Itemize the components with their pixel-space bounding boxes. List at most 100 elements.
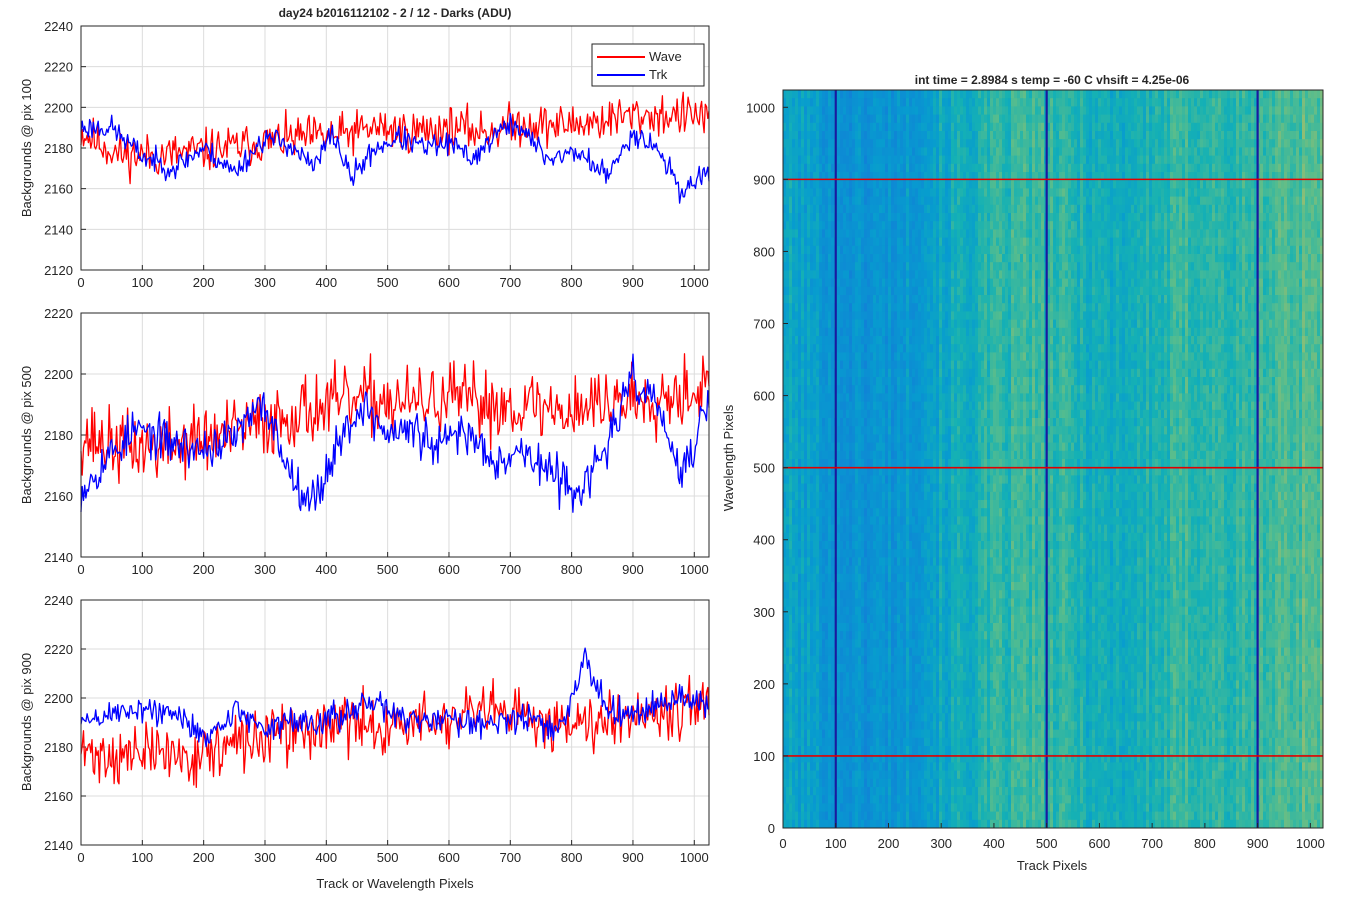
heatmap-cell — [1131, 188, 1135, 197]
heatmap-cell — [873, 172, 877, 181]
heatmap-cell — [1272, 188, 1276, 197]
heatmap-cell — [792, 286, 796, 296]
heatmap-cell — [894, 213, 898, 222]
heatmap-cell — [1308, 131, 1312, 140]
heatmap-cell — [1248, 221, 1252, 230]
heatmap-cell — [993, 98, 997, 107]
heatmap-cell — [1194, 180, 1198, 189]
heatmap-cell — [939, 254, 943, 263]
heatmap-cell — [909, 106, 913, 115]
heatmap-cell — [1167, 180, 1171, 189]
heatmap-cell — [972, 114, 976, 124]
heatmap-cell — [1002, 155, 1006, 165]
heatmap-cell — [1191, 139, 1195, 148]
heatmap-cell — [1305, 278, 1309, 288]
heatmap-cell — [1017, 262, 1021, 271]
heatmap-cell — [810, 254, 814, 263]
heatmap-cell — [1299, 188, 1303, 197]
heatmap-cell — [1155, 147, 1159, 156]
heatmap-cell — [840, 188, 844, 197]
heatmap-cell — [1077, 131, 1081, 140]
heatmap-cell — [819, 213, 823, 222]
heatmap-cell — [1119, 98, 1123, 107]
heatmap-cell — [1284, 180, 1288, 189]
heatmap-cell — [1182, 229, 1186, 238]
heatmap-cell — [927, 286, 931, 296]
heatmap-cell — [1155, 114, 1159, 124]
heatmap-cell — [1131, 237, 1135, 247]
heatmap-cell — [1032, 254, 1036, 263]
heatmap-cell — [1299, 262, 1303, 271]
heatmap-cell — [1116, 262, 1120, 271]
heatmap-cell — [1224, 139, 1228, 148]
heatmap-cell — [1218, 196, 1222, 206]
heatmap-cell — [1194, 221, 1198, 230]
heatmap-cell — [810, 139, 814, 148]
heatmap-cell — [966, 114, 970, 124]
heatmap-cell — [822, 286, 826, 296]
heatmap-cell — [1017, 204, 1021, 214]
heatmap-cell — [1155, 262, 1159, 271]
heatmap-cell — [1266, 254, 1270, 263]
heatmap-cell — [1209, 122, 1213, 132]
heatmap-cell — [1008, 278, 1012, 288]
heatmap-cell — [816, 270, 820, 279]
heatmap-cell — [909, 196, 913, 206]
heatmap-cell — [957, 213, 961, 222]
heatmap-cell — [954, 278, 958, 288]
heatmap-cell — [1215, 172, 1219, 181]
heatmap-cell — [1281, 295, 1285, 304]
heatmap-cell — [993, 262, 997, 271]
heatmap-cell — [1170, 204, 1174, 214]
heatmap-cell — [1077, 270, 1081, 279]
heatmap-cell — [1041, 262, 1045, 271]
heatmap-cell — [1122, 262, 1126, 271]
heatmap-cell — [1317, 106, 1321, 115]
heatmap-cell — [903, 188, 907, 197]
heatmap-cell — [1314, 147, 1318, 156]
heatmap-cell — [1206, 163, 1210, 173]
heatmap-cell — [1035, 122, 1039, 132]
heatmap-cell — [1227, 163, 1231, 173]
heatmap-cell — [1008, 106, 1012, 115]
heatmap-cell — [1143, 188, 1147, 197]
heatmap-cell — [1122, 303, 1126, 312]
heatmap-cell — [1203, 295, 1207, 304]
heatmap-cell — [936, 188, 940, 197]
heatmap-cell — [1197, 122, 1201, 132]
heatmap-cell — [819, 303, 823, 312]
heatmap-cell — [1074, 270, 1078, 279]
heatmap-cell — [903, 303, 907, 312]
heatmap-cell — [1200, 188, 1204, 197]
heatmap-cell — [867, 155, 871, 165]
heatmap-cell — [1089, 131, 1093, 140]
heatmap-cell — [1263, 139, 1267, 148]
heatmap-cell — [1194, 286, 1198, 296]
heatmap-cell — [831, 278, 835, 288]
heatmap-cell — [861, 295, 865, 304]
heatmap-cell — [1056, 90, 1060, 99]
heatmap-cell — [1197, 295, 1201, 304]
heatmap-cell — [966, 229, 970, 238]
heatmap-cell — [1158, 196, 1162, 206]
heatmap-cell — [1095, 295, 1099, 304]
heatmap-cell — [951, 254, 955, 263]
heatmap-cell — [1299, 155, 1303, 165]
heatmap-cell — [1320, 147, 1324, 156]
heatmap-cell — [1242, 163, 1246, 173]
heatmap-cell — [792, 303, 796, 312]
heatmap-cell — [822, 106, 826, 115]
heatmap-cell — [942, 196, 946, 206]
heatmap-cell — [1089, 237, 1093, 247]
heatmap-cell — [1146, 90, 1150, 99]
heatmap-cell — [948, 196, 952, 206]
heatmap-cell — [789, 278, 793, 288]
heatmap-cell — [1053, 204, 1057, 214]
heatmap-cell — [954, 114, 958, 124]
heatmap-cell — [1254, 254, 1258, 263]
heatmap-cell — [1158, 213, 1162, 222]
heatmap-cell — [1053, 262, 1057, 271]
heatmap-cell — [1047, 114, 1051, 124]
heatmap-cell — [1185, 98, 1189, 107]
heatmap-cell — [1035, 237, 1039, 247]
